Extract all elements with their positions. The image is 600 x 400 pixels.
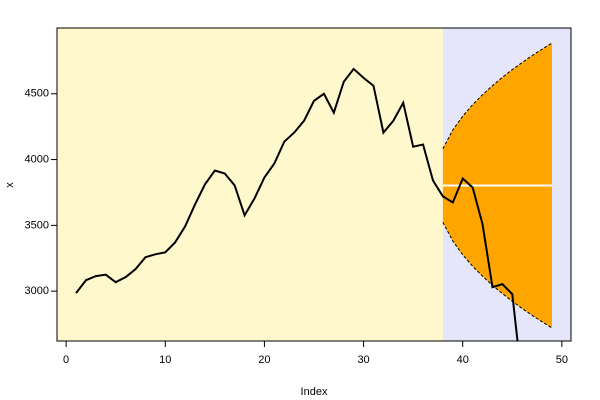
x-tick-label: 0 bbox=[63, 354, 69, 366]
forecast-upper bbox=[442, 42, 553, 149]
x-tick-label: 10 bbox=[159, 354, 171, 366]
y-tick-label: 3500 bbox=[25, 219, 49, 231]
x-tick-label: 40 bbox=[457, 354, 469, 366]
x-tick-label: 50 bbox=[556, 354, 568, 366]
plot-frame bbox=[56, 27, 572, 342]
data-line bbox=[75, 67, 519, 341]
y-tick-label: 3000 bbox=[25, 285, 49, 297]
forecast-lower bbox=[442, 222, 553, 329]
y-tick-label: 4500 bbox=[25, 88, 49, 100]
x-tick-label: 30 bbox=[357, 354, 369, 366]
x-tick-label: 20 bbox=[258, 354, 270, 366]
plot-area bbox=[57, 28, 571, 341]
y-tick-label: 4000 bbox=[25, 153, 49, 165]
shaded-region bbox=[57, 28, 443, 341]
x-axis-label: Index bbox=[301, 386, 328, 398]
y-axis-label: x bbox=[4, 182, 16, 188]
